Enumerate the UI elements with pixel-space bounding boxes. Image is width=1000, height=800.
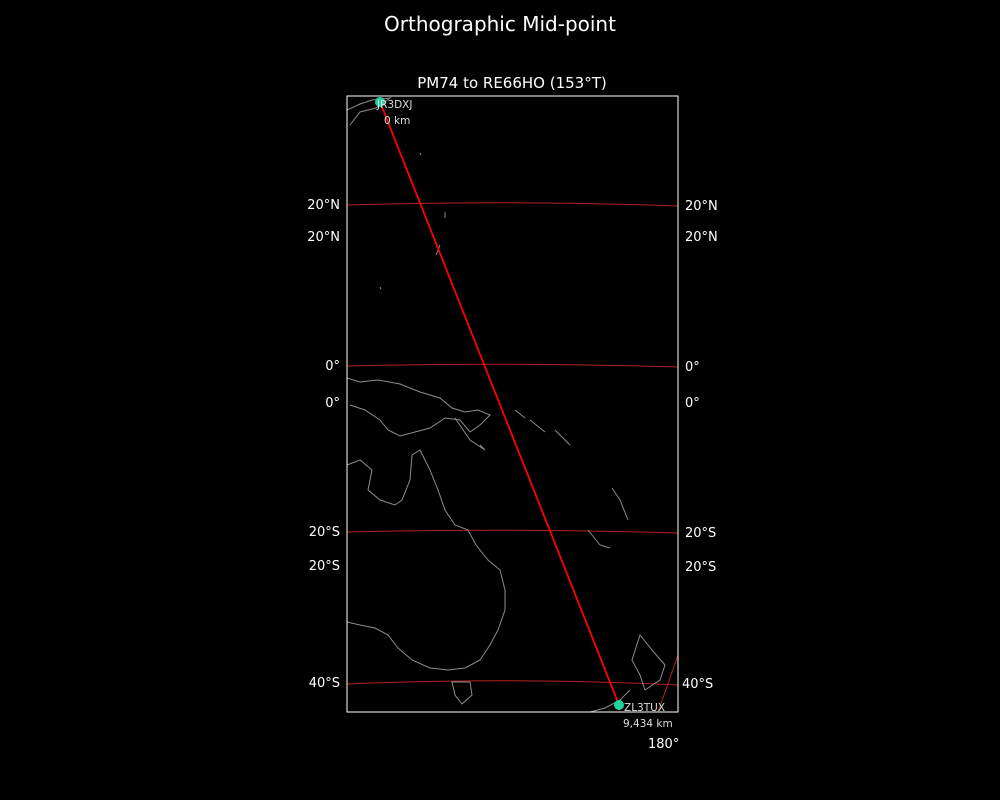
graticule-40s — [347, 680, 678, 686]
graticule-0 — [347, 363, 678, 368]
map-area: JR3DXJ — [347, 97, 678, 712]
lon-label-bottom: 180° — [648, 737, 679, 752]
lat-label-left: 20°N — [307, 198, 340, 213]
graticule-180 — [657, 654, 678, 712]
end-station-distance: 9,434 km — [623, 718, 673, 730]
start-station-distance: 0 km — [384, 115, 410, 127]
end-station-call: ZL3TUX — [624, 702, 665, 714]
lat-label-left: 0° — [325, 359, 340, 374]
lat-label-right: 0° — [685, 396, 700, 411]
lat-label-left: 20°S — [309, 559, 340, 574]
lat-label-left: 20°S — [309, 525, 340, 540]
lat-label-left: 0° — [325, 396, 340, 411]
start-station-call: JR3DXJ — [376, 99, 412, 111]
figure-title: Orthographic Mid-point — [384, 12, 616, 36]
lat-label-right: 20°S — [685, 526, 716, 541]
lat-label-right: 20°S — [685, 560, 716, 575]
coastlines — [347, 97, 666, 712]
left-labels: 20°N 20°N 0° 0° 20°S 20°S 40°S — [307, 198, 340, 691]
graticule-20n — [347, 202, 678, 207]
lat-label-left: 20°N — [307, 230, 340, 245]
map-frame — [346, 95, 679, 713]
lat-label-right: 0° — [685, 360, 700, 375]
lat-label-right: 40°S — [682, 677, 713, 692]
lat-label-right: 20°N — [685, 199, 718, 214]
graticule — [347, 202, 678, 712]
map-title: PM74 to RE66HO (153°T) — [417, 74, 607, 92]
graticule-20s — [347, 529, 678, 534]
right-labels: 20°N 20°N 0° 0° 20°S 20°S 40°S — [682, 199, 718, 692]
end-station-marker[interactable] — [614, 700, 624, 710]
lat-label-right: 20°N — [685, 230, 718, 245]
lat-label-left: 40°S — [309, 676, 340, 691]
great-circle-path — [379, 101, 620, 706]
start-station-marker[interactable] — [375, 97, 385, 107]
